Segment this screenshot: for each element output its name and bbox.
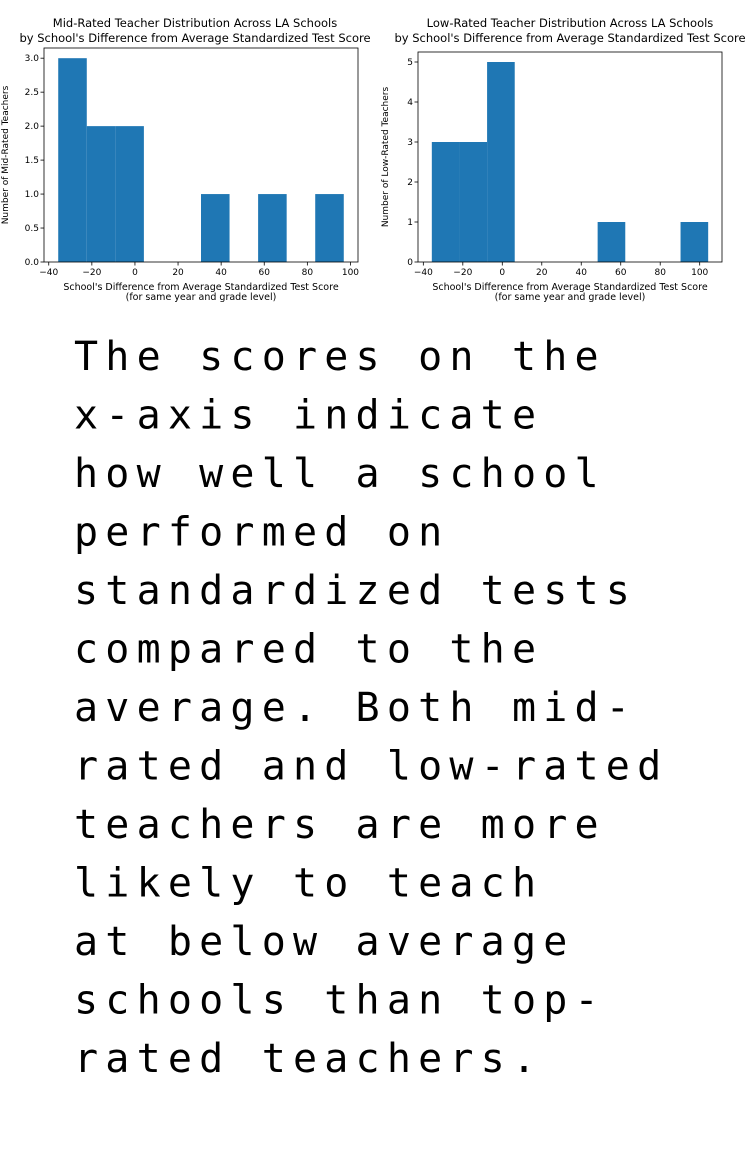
caption-line: performed on bbox=[74, 510, 449, 556]
x-tick-label: 60 bbox=[259, 268, 271, 278]
x-tick-label: −20 bbox=[82, 268, 101, 278]
x-tick-label: 100 bbox=[691, 268, 708, 278]
y-tick-label: 2.0 bbox=[25, 122, 40, 132]
x-tick-label: −40 bbox=[414, 268, 433, 278]
chart-title: Mid-Rated Teacher Distribution Across LA… bbox=[53, 16, 337, 30]
x-axis-label: (for same year and grade level) bbox=[495, 292, 646, 303]
y-axis-label: Number of Mid-Rated Teachers bbox=[1, 85, 11, 224]
x-tick-label: 40 bbox=[215, 268, 227, 278]
caption-line: likely to teach bbox=[74, 861, 543, 907]
y-tick-label: 0 bbox=[407, 258, 413, 268]
x-tick-label: −40 bbox=[39, 268, 58, 278]
x-axis-label: School's Difference from Average Standar… bbox=[432, 282, 708, 293]
y-tick-label: 0.0 bbox=[25, 258, 40, 268]
x-axis-label: (for same year and grade level) bbox=[126, 292, 277, 303]
x-tick-label: −20 bbox=[453, 268, 472, 278]
caption-line: at below average bbox=[74, 919, 575, 965]
y-tick-label: 5 bbox=[407, 58, 413, 68]
caption-line: teachers are more bbox=[74, 802, 606, 848]
x-axis-label: School's Difference from Average Standar… bbox=[63, 282, 339, 293]
caption-line: x-axis indicate bbox=[74, 393, 543, 439]
axes-frame bbox=[417, 51, 723, 263]
y-tick-label: 0.5 bbox=[25, 224, 39, 234]
bar bbox=[680, 222, 709, 262]
caption-line: rated and low-rated bbox=[74, 744, 668, 790]
axes-frame bbox=[43, 47, 359, 263]
bar bbox=[115, 126, 144, 262]
caption-line: how well a school bbox=[74, 451, 606, 497]
bar bbox=[597, 222, 626, 262]
caption-line: compared to the bbox=[74, 627, 543, 673]
y-tick-label: 3.0 bbox=[25, 54, 40, 64]
x-tick-label: 40 bbox=[576, 268, 588, 278]
x-tick-label: 60 bbox=[615, 268, 627, 278]
bar bbox=[258, 194, 287, 262]
y-axis-label: Number of Low-Rated Teachers bbox=[381, 87, 391, 228]
caption-line: standardized tests bbox=[74, 568, 637, 614]
x-tick-label: 100 bbox=[342, 268, 359, 278]
x-tick-label: 0 bbox=[499, 268, 505, 278]
bar bbox=[58, 58, 87, 262]
y-tick-label: 1.0 bbox=[25, 190, 40, 200]
bar bbox=[459, 142, 488, 262]
x-tick-label: 20 bbox=[172, 268, 184, 278]
y-tick-label: 4 bbox=[407, 98, 413, 108]
bar bbox=[86, 126, 116, 262]
caption-line: The scores on the bbox=[74, 334, 606, 380]
chart-title: Low-Rated Teacher Distribution Across LA… bbox=[427, 16, 714, 30]
caption-line: average. Both mid- bbox=[74, 685, 637, 731]
bar bbox=[487, 62, 515, 262]
caption-line: schools than top- bbox=[74, 978, 606, 1024]
x-tick-label: 20 bbox=[536, 268, 548, 278]
y-tick-label: 2 bbox=[407, 178, 413, 188]
y-tick-label: 1 bbox=[407, 218, 413, 228]
bar bbox=[431, 142, 460, 262]
y-tick-label: 2.5 bbox=[25, 88, 39, 98]
chart-title: by School's Difference from Average Stan… bbox=[19, 31, 370, 45]
bar bbox=[201, 194, 230, 262]
chart-title: by School's Difference from Average Stan… bbox=[394, 31, 745, 45]
caption-line: rated teachers. bbox=[74, 1036, 543, 1082]
bar bbox=[315, 194, 344, 262]
y-tick-label: 1.5 bbox=[25, 156, 39, 166]
x-tick-label: 80 bbox=[302, 268, 314, 278]
x-tick-label: 0 bbox=[132, 268, 138, 278]
y-tick-label: 3 bbox=[407, 138, 413, 148]
x-tick-label: 80 bbox=[654, 268, 666, 278]
